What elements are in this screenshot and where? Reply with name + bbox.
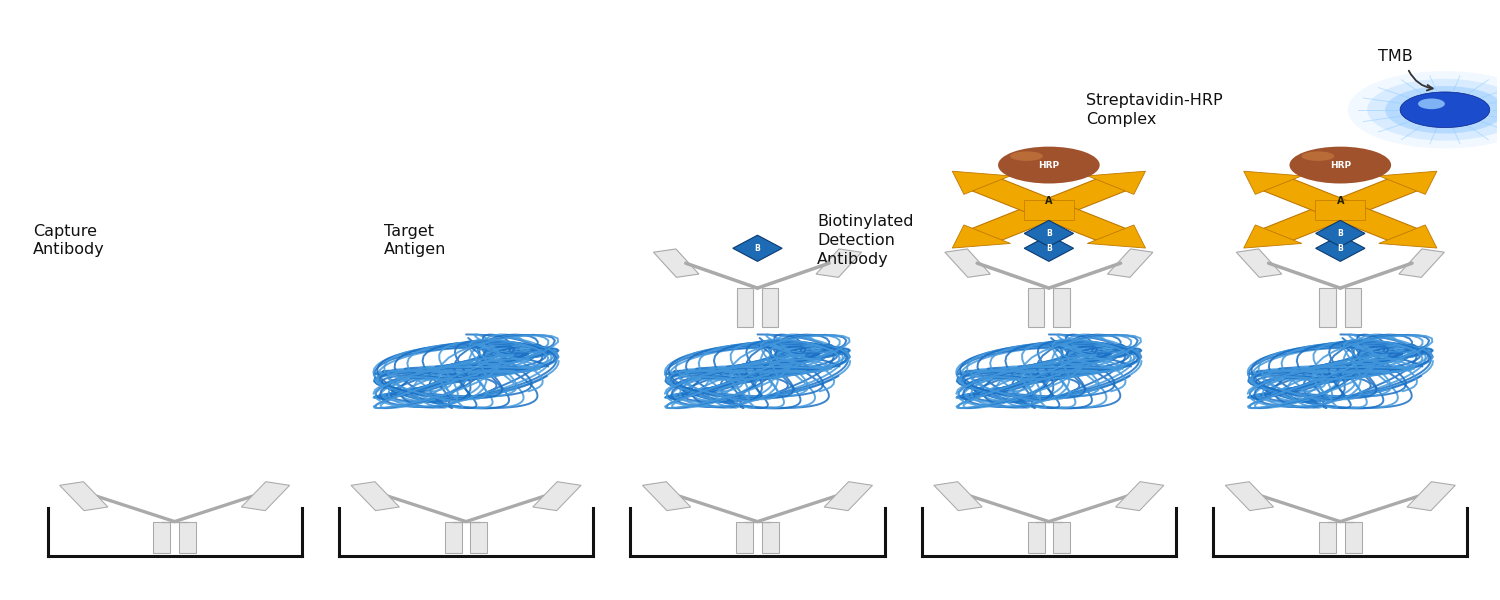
Polygon shape	[952, 171, 1011, 194]
Polygon shape	[1088, 171, 1146, 194]
Polygon shape	[934, 482, 982, 511]
Text: B: B	[1046, 244, 1052, 253]
Text: Capture
Antibody: Capture Antibody	[33, 224, 105, 257]
Text: A: A	[1046, 196, 1053, 206]
Bar	[1024, 200, 1074, 220]
Text: Streptavidin-HRP
Complex: Streptavidin-HRP Complex	[1086, 93, 1222, 127]
Polygon shape	[351, 482, 399, 511]
Text: B: B	[754, 244, 760, 253]
Polygon shape	[532, 482, 580, 511]
Text: HRP: HRP	[1329, 161, 1352, 170]
Polygon shape	[966, 176, 1132, 243]
Bar	[1344, 521, 1362, 553]
Bar	[471, 521, 488, 553]
Ellipse shape	[1290, 146, 1390, 184]
Polygon shape	[1116, 482, 1164, 511]
Polygon shape	[242, 482, 290, 511]
Polygon shape	[1378, 171, 1437, 194]
Polygon shape	[60, 482, 108, 511]
Bar	[1053, 288, 1070, 327]
Polygon shape	[1407, 482, 1455, 511]
Text: B: B	[1338, 244, 1342, 253]
Text: Biotinylated
Detection
Antibody: Biotinylated Detection Antibody	[818, 214, 914, 266]
Circle shape	[1418, 98, 1444, 109]
Polygon shape	[1107, 249, 1154, 277]
Text: HRP: HRP	[1038, 161, 1059, 170]
Text: Target
Antigen: Target Antigen	[384, 224, 446, 257]
Bar	[1028, 521, 1044, 553]
Bar	[736, 288, 753, 327]
Polygon shape	[824, 482, 873, 511]
Polygon shape	[1257, 176, 1424, 243]
Bar	[1028, 288, 1044, 327]
Bar	[1320, 288, 1336, 327]
Bar	[178, 521, 196, 553]
Polygon shape	[1088, 225, 1146, 248]
Polygon shape	[734, 235, 782, 262]
Polygon shape	[1244, 171, 1302, 194]
Polygon shape	[1024, 220, 1074, 247]
Ellipse shape	[1300, 151, 1371, 176]
Polygon shape	[945, 249, 990, 277]
Polygon shape	[1226, 482, 1274, 511]
Polygon shape	[816, 249, 861, 277]
Ellipse shape	[1311, 155, 1352, 170]
Ellipse shape	[1010, 151, 1080, 176]
Text: B: B	[1338, 229, 1342, 238]
Polygon shape	[1244, 225, 1302, 248]
Polygon shape	[1236, 249, 1281, 277]
Ellipse shape	[1020, 155, 1060, 170]
Bar	[1053, 521, 1070, 553]
Bar	[153, 521, 171, 553]
Polygon shape	[1316, 235, 1365, 262]
Bar	[1318, 521, 1336, 553]
Polygon shape	[1378, 225, 1437, 248]
Bar	[446, 521, 462, 553]
Polygon shape	[1257, 176, 1424, 243]
Ellipse shape	[1302, 151, 1335, 161]
Text: A: A	[1336, 196, 1344, 206]
Polygon shape	[642, 482, 690, 511]
Bar	[736, 521, 753, 553]
Text: B: B	[1046, 229, 1052, 238]
Circle shape	[1348, 71, 1500, 148]
Polygon shape	[1316, 220, 1365, 247]
Bar	[762, 288, 778, 327]
Circle shape	[1400, 92, 1490, 128]
Bar	[1346, 288, 1360, 327]
Circle shape	[1366, 79, 1500, 140]
Bar	[762, 521, 778, 553]
Ellipse shape	[998, 146, 1100, 184]
Polygon shape	[952, 225, 1011, 248]
Polygon shape	[1400, 249, 1444, 277]
Polygon shape	[1024, 235, 1074, 262]
Ellipse shape	[1010, 151, 1042, 161]
Circle shape	[1384, 86, 1500, 134]
Text: TMB: TMB	[1377, 49, 1413, 64]
Polygon shape	[966, 176, 1132, 243]
Polygon shape	[654, 249, 699, 277]
Bar	[1316, 200, 1365, 220]
